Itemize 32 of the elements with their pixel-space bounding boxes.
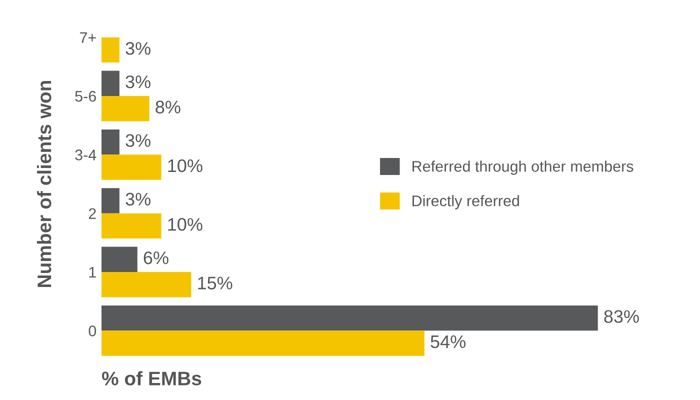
bar — [102, 154, 162, 180]
bar — [102, 330, 424, 356]
bar — [102, 37, 120, 63]
y-tick-label: 2 — [88, 208, 96, 219]
data-label: 10% — [168, 218, 202, 231]
x-axis-title: % of EMBs — [102, 371, 202, 386]
y-tick-label: 5-6 — [75, 90, 96, 102]
y-tick-label: 0 — [88, 326, 96, 336]
bar — [102, 246, 138, 272]
legend-label: Referred through other members — [412, 160, 634, 175]
bar — [102, 129, 120, 155]
y-tick-label: 1 — [89, 267, 96, 278]
bar — [102, 70, 120, 96]
data-label: 3% — [126, 75, 150, 88]
data-label: 3% — [126, 42, 150, 55]
data-label: 54% — [430, 335, 466, 348]
y-axis-title: Number of clients won — [36, 80, 52, 287]
data-label: 6% — [144, 251, 168, 264]
bar — [102, 96, 150, 122]
data-label: 83% — [604, 310, 639, 323]
data-label: 8% — [156, 100, 180, 114]
bar — [102, 213, 162, 239]
data-label: 3% — [126, 134, 150, 147]
bar — [102, 305, 598, 331]
bar — [102, 188, 120, 214]
y-tick-label: 3-4 — [75, 150, 96, 160]
y-tick-label: 7+ — [80, 32, 96, 43]
data-label: 10% — [168, 159, 202, 172]
data-label: 3% — [126, 192, 150, 206]
legend-label: Directly referred — [412, 195, 519, 210]
data-label: 15% — [198, 276, 232, 290]
bar — [102, 272, 192, 298]
